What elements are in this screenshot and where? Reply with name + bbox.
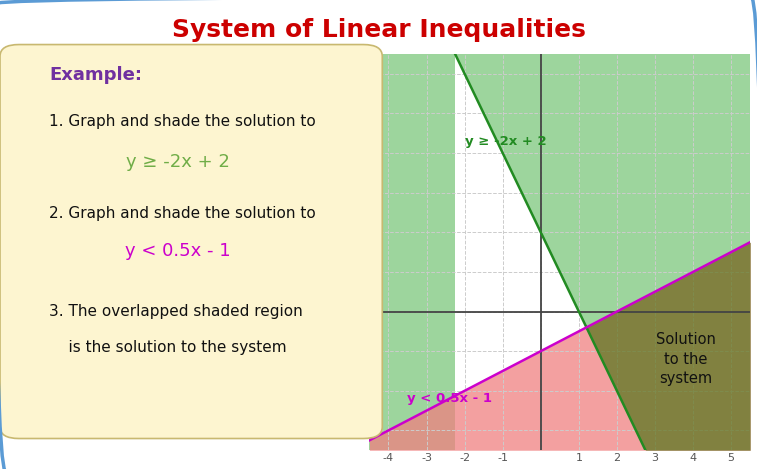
Text: Example:: Example: (49, 66, 142, 84)
Text: 2. Graph and shade the solution to: 2. Graph and shade the solution to (49, 206, 316, 221)
Text: is the solution to the system: is the solution to the system (49, 340, 287, 356)
Text: System of Linear Inequalities: System of Linear Inequalities (172, 18, 585, 43)
Text: 3. The overlapped shaded region: 3. The overlapped shaded region (49, 304, 303, 319)
Text: y < 0.5x - 1: y < 0.5x - 1 (407, 392, 493, 405)
Text: y < 0.5x - 1: y < 0.5x - 1 (125, 242, 231, 260)
Text: Solution
to the
system: Solution to the system (656, 332, 715, 386)
FancyBboxPatch shape (0, 45, 382, 439)
Text: y ≥ -2x + 2: y ≥ -2x + 2 (126, 153, 230, 171)
Text: y ≥ -2x + 2: y ≥ -2x + 2 (465, 135, 547, 148)
Text: 1. Graph and shade the solution to: 1. Graph and shade the solution to (49, 114, 316, 129)
